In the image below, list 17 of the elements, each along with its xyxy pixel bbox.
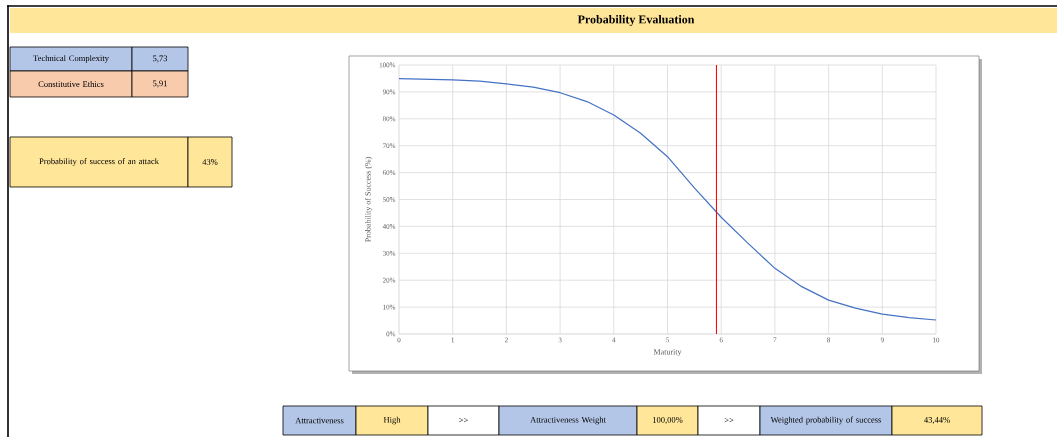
text: High: [383, 416, 401, 425]
y-axis-title: Probability of Success (%): [364, 157, 373, 243]
text: Technical Complexity: [33, 55, 109, 63]
text: Weighted probability of success: [770, 416, 882, 425]
text: Attractiveness Weight: [530, 416, 606, 425]
chart-title: Probability Evaluation: [577, 15, 695, 26]
text: Attractiveness: [295, 417, 344, 424]
text: >>: [459, 418, 468, 423]
text: 5,91: [153, 80, 167, 88]
text: Probability of success of an attack: [39, 158, 159, 166]
text: 100,00%: [653, 417, 683, 424]
text: Constitutive Ethics: [38, 81, 104, 87]
text: >>: [724, 418, 734, 423]
text: 5,73: [153, 55, 168, 63]
text: 43%: [202, 159, 218, 165]
text: 43,44%: [924, 417, 950, 424]
x-axis-title: Maturity: [653, 349, 682, 357]
